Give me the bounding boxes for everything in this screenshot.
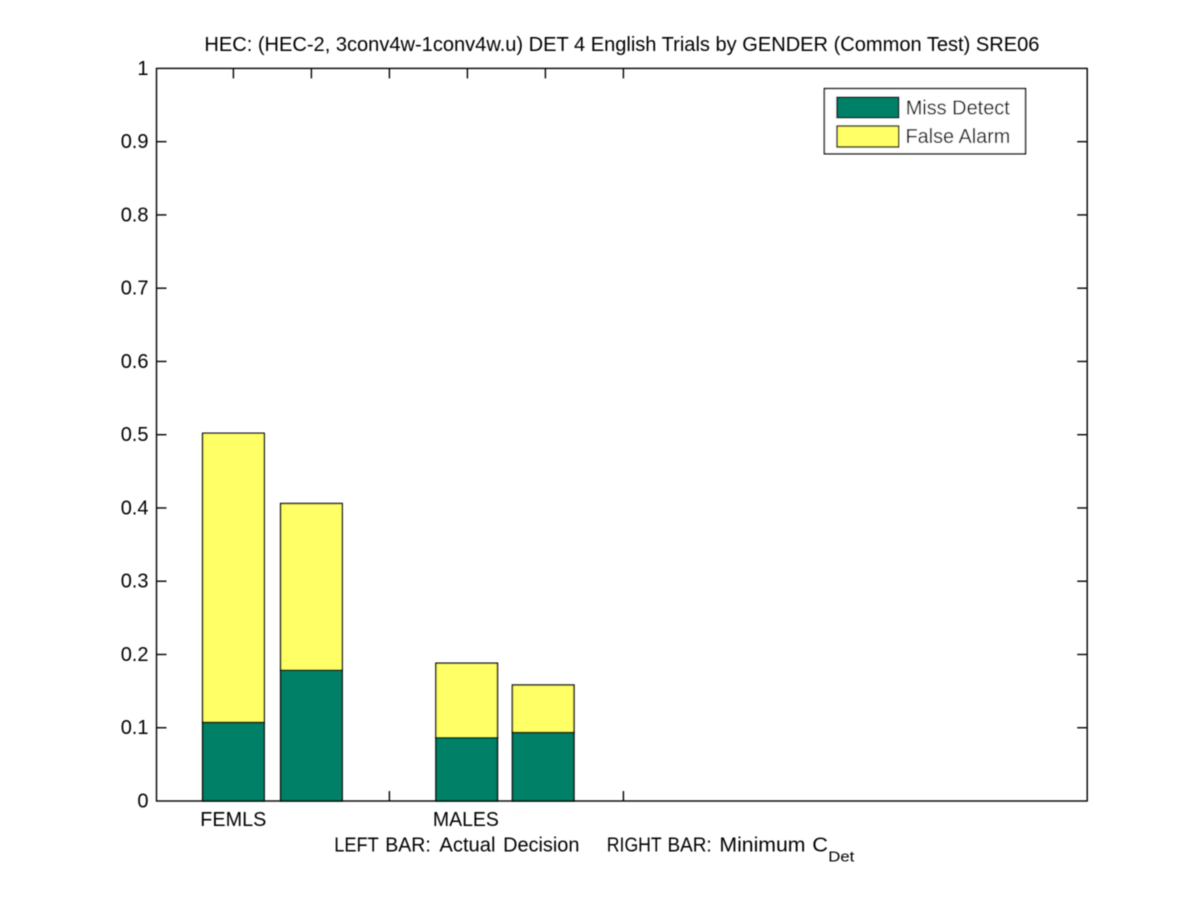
svg-text:Decision: Decision xyxy=(503,835,579,857)
svg-text:BAR:: BAR: xyxy=(668,835,712,857)
svg-text:0.6: 0.6 xyxy=(121,351,149,373)
svg-text:0.8: 0.8 xyxy=(121,204,149,226)
svg-text:BAR:: BAR: xyxy=(385,835,431,857)
svg-text:Det: Det xyxy=(828,848,855,865)
svg-text:Actual: Actual xyxy=(439,835,495,857)
svg-text:False Alarm: False Alarm xyxy=(906,126,1011,148)
svg-text:0.1: 0.1 xyxy=(121,717,149,739)
svg-text:0.7: 0.7 xyxy=(121,278,149,300)
svg-text:Minimum: Minimum xyxy=(719,835,805,857)
svg-text:0.3: 0.3 xyxy=(121,571,149,593)
svg-text:0: 0 xyxy=(137,791,148,813)
svg-text:Miss Detect: Miss Detect xyxy=(906,98,1011,120)
svg-text:C: C xyxy=(812,835,828,857)
svg-text:0.9: 0.9 xyxy=(121,131,149,153)
svg-text:1: 1 xyxy=(137,58,148,80)
svg-text:MALES: MALES xyxy=(433,809,499,831)
svg-text:LEFT: LEFT xyxy=(334,835,379,857)
svg-text:RIGHT: RIGHT xyxy=(607,835,662,857)
svg-text:0.4: 0.4 xyxy=(121,498,149,520)
svg-text:FEMLS: FEMLS xyxy=(200,809,266,831)
svg-text:0.5: 0.5 xyxy=(121,424,149,446)
svg-text:0.2: 0.2 xyxy=(121,644,149,666)
svg-text:HEC: (HEC-2, 3conv4w-1conv4w.u: HEC: (HEC-2, 3conv4w-1conv4w.u) DET 4 En… xyxy=(204,34,1039,56)
